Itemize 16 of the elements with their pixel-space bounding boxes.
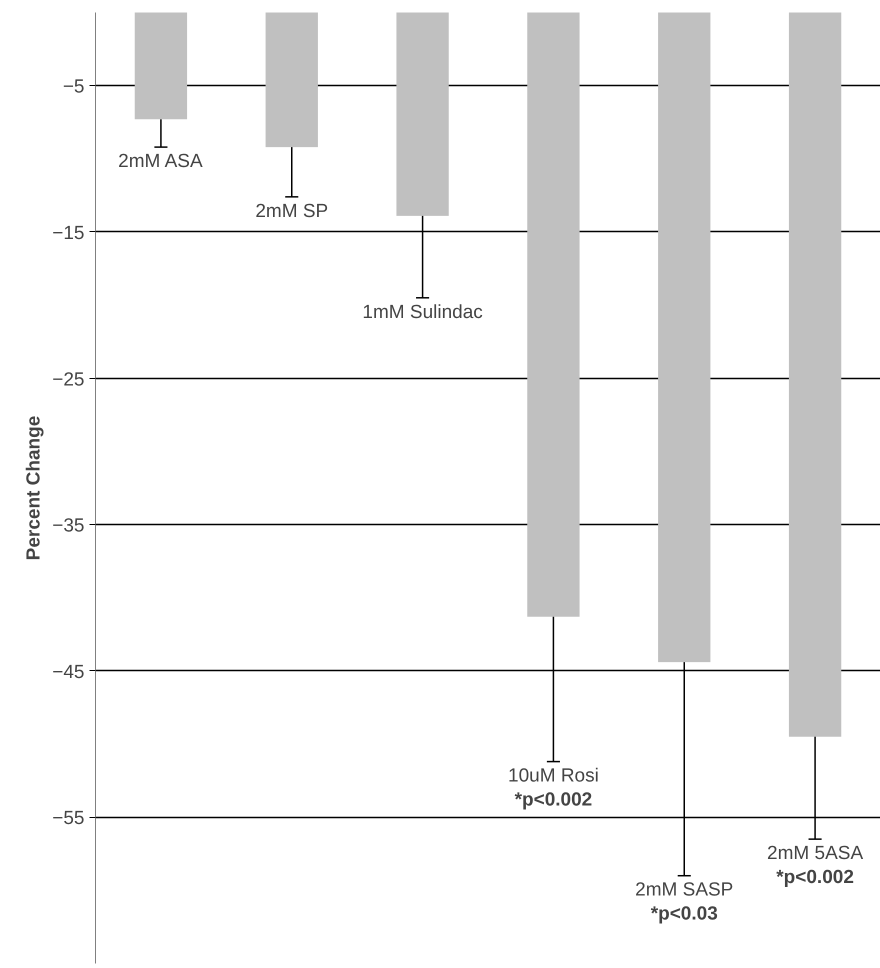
- annotation: *p<0.03: [650, 904, 718, 925]
- y-tick-label: −55: [52, 808, 85, 830]
- x-tick-label: 2mM SP: [255, 200, 328, 222]
- y-tick-label: −25: [52, 369, 85, 390]
- y-tick-label: −5: [62, 76, 85, 98]
- annotation: *p<0.002: [776, 867, 854, 888]
- x-tick-label: 2mM 5ASA: [767, 843, 864, 864]
- y-axis-title: Percent Change: [23, 416, 44, 560]
- x-tick-label: 1mM Sulindac: [362, 302, 483, 323]
- y-tick-label: −15: [52, 222, 85, 244]
- y-tick-label: −35: [52, 516, 85, 537]
- x-tick-label: 2mM SASP: [635, 880, 734, 901]
- x-tick-label: 10uM Rosi: [508, 766, 599, 787]
- annotation: *p<0.002: [514, 790, 592, 811]
- x-tick-label: 2mM ASA: [118, 151, 203, 172]
- y-tick-label: −45: [52, 662, 85, 683]
